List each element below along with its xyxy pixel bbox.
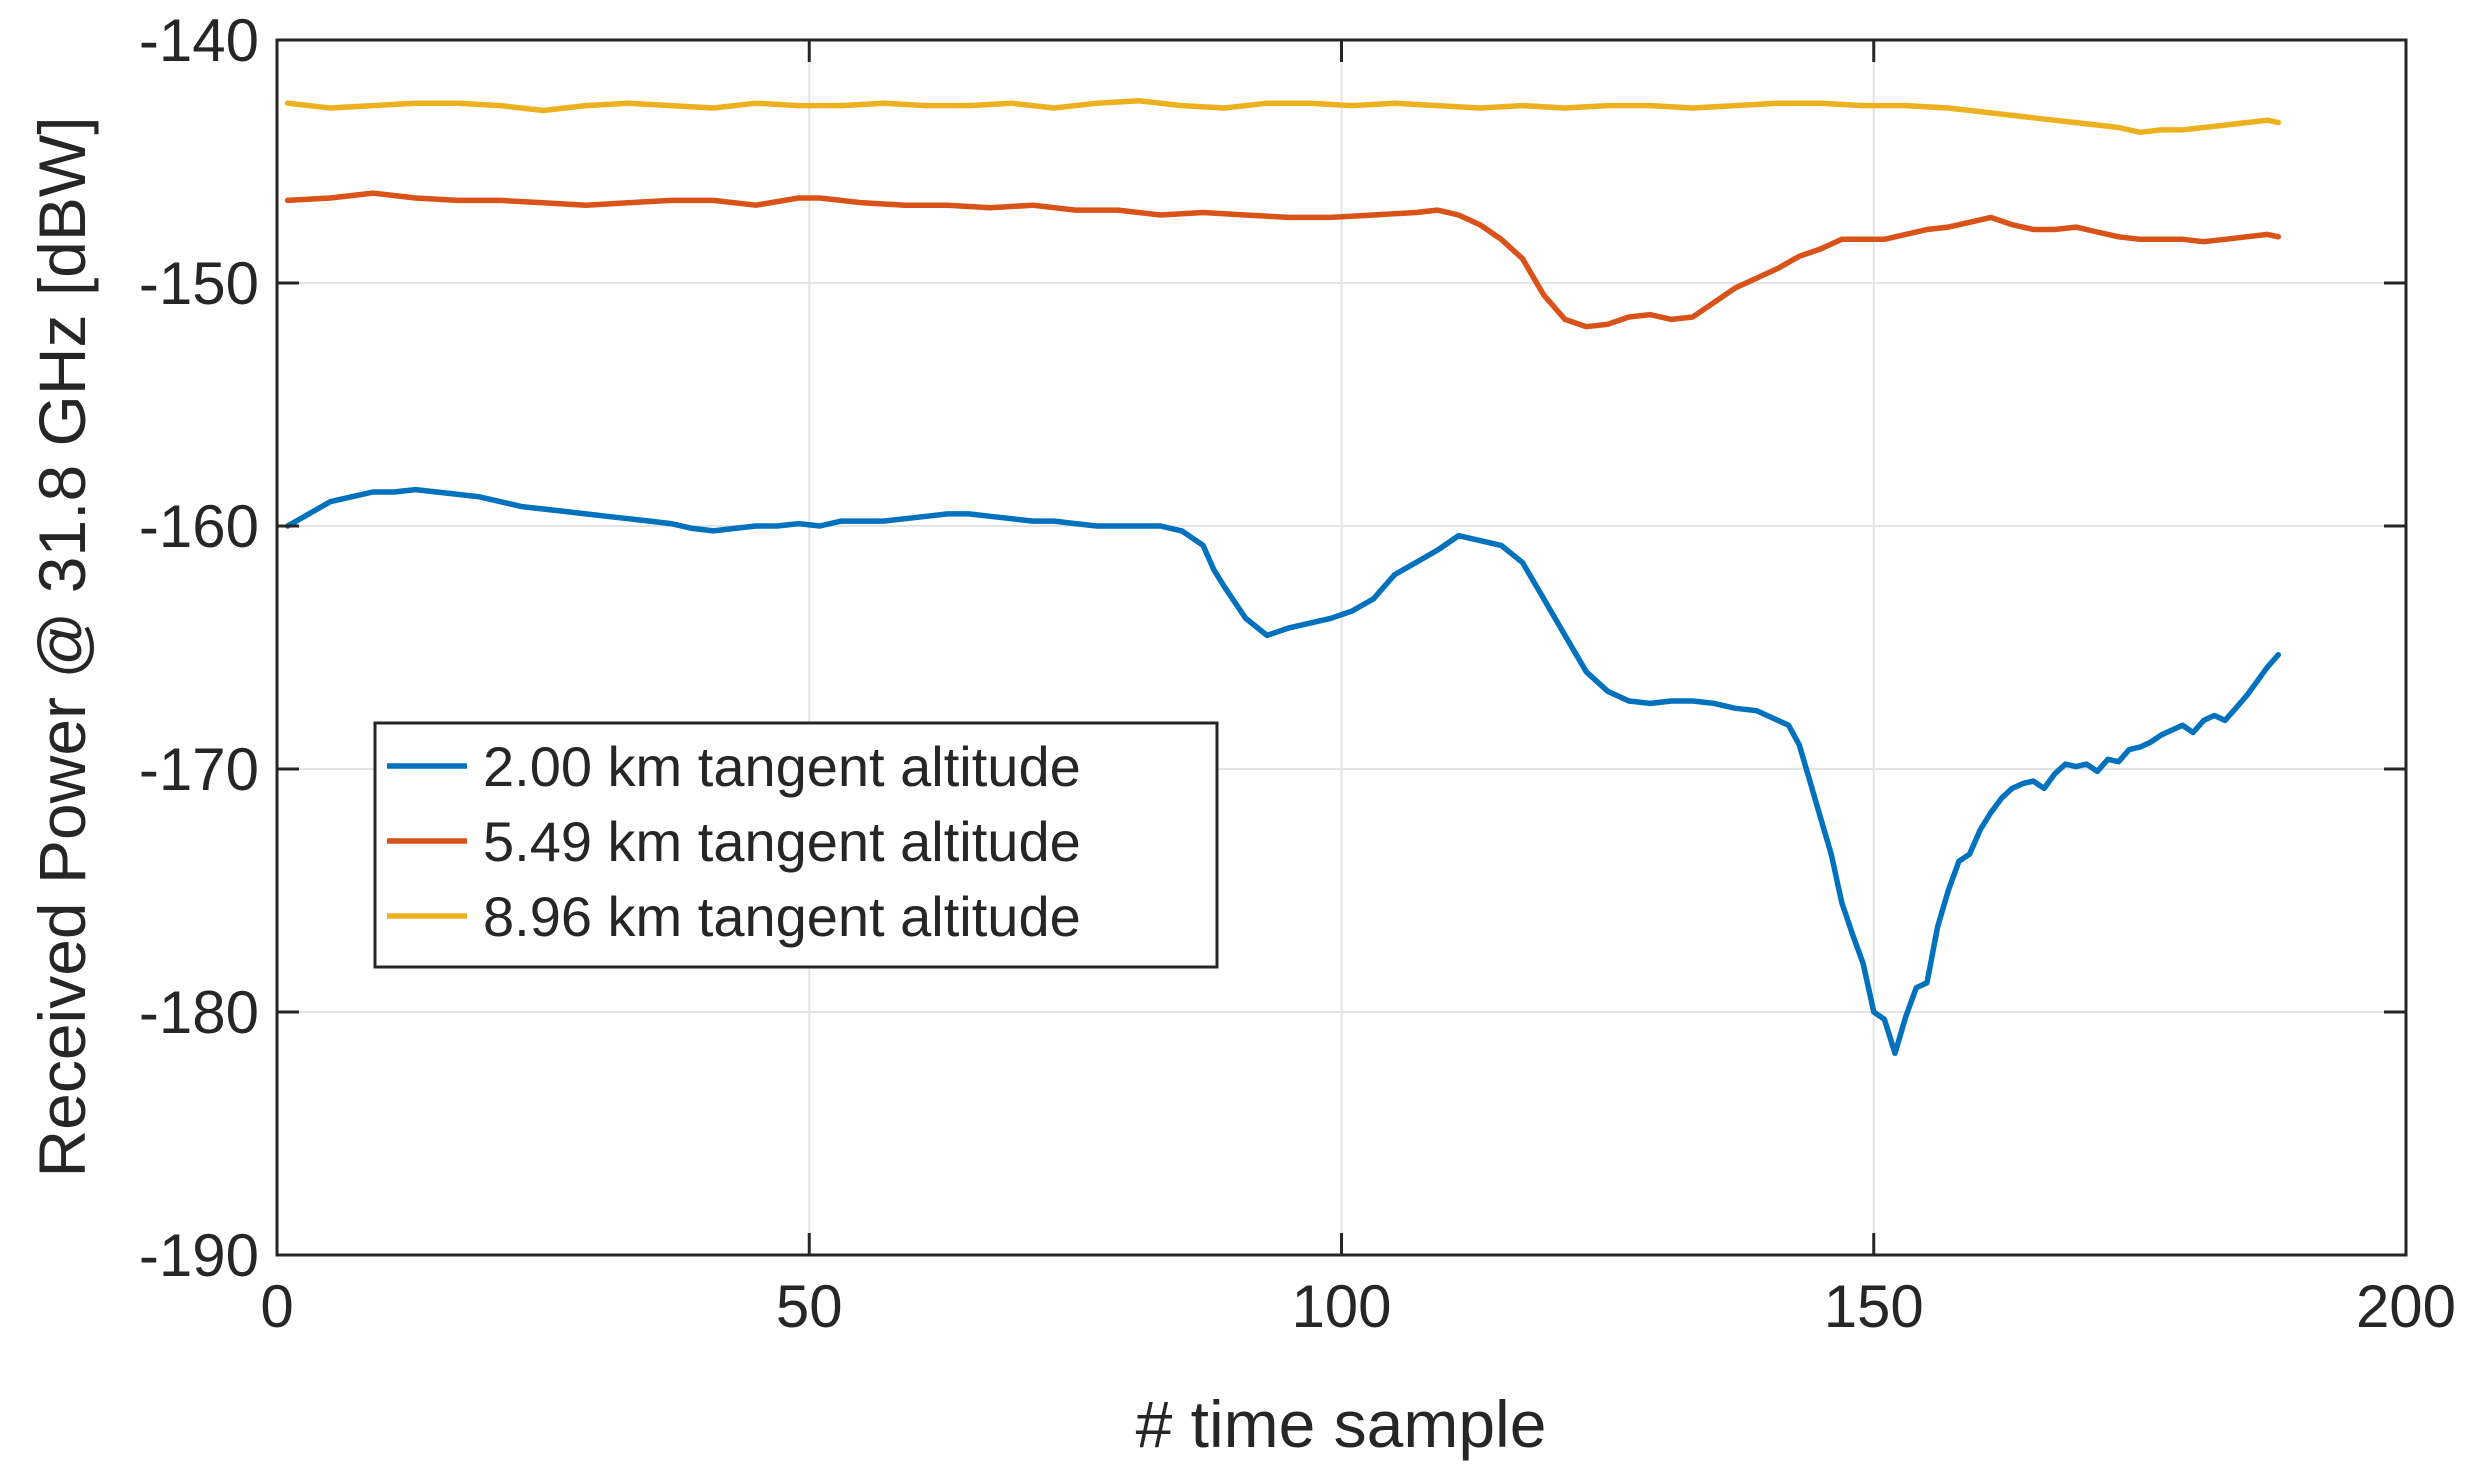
- legend-label-1: 2.00 km tangent altitude: [483, 735, 1081, 798]
- y-tick-label: -160: [139, 493, 259, 560]
- legend-label-2: 5.49 km tangent altitude: [483, 810, 1081, 873]
- x-tick-label: 0: [260, 1273, 293, 1340]
- legend: 2.00 km tangent altitude 5.49 km tangent …: [373, 721, 1219, 969]
- x-tick-label: 50: [776, 1273, 843, 1340]
- y-tick-label: -190: [139, 1222, 259, 1289]
- series-line-3: [284, 98, 2282, 136]
- x-tick-label: 150: [1824, 1273, 1924, 1340]
- legend-box: [373, 721, 1219, 969]
- series-line-2: [284, 190, 2282, 330]
- x-tick-label: 200: [2356, 1273, 2456, 1340]
- x-axis-label: # time sample: [1136, 1387, 1547, 1461]
- axis-ticks: 0 50 100 150 200 -140 -150 -160 -170 -180 -190: [139, 7, 2456, 1340]
- y-axis-label: Received Power @ 31.8 GHz [dBW]: [25, 116, 99, 1177]
- series-group: [284, 98, 2282, 1057]
- series-line-1: [284, 486, 2282, 1057]
- y-tick-label: -170: [139, 736, 259, 803]
- x-tick-label: 100: [1291, 1273, 1391, 1340]
- y-tick-label: -150: [139, 250, 259, 317]
- legend-label-3: 8.96 km tangent altitude: [483, 885, 1081, 948]
- y-tick-label: -180: [139, 979, 259, 1046]
- y-tick-label: -140: [139, 7, 259, 74]
